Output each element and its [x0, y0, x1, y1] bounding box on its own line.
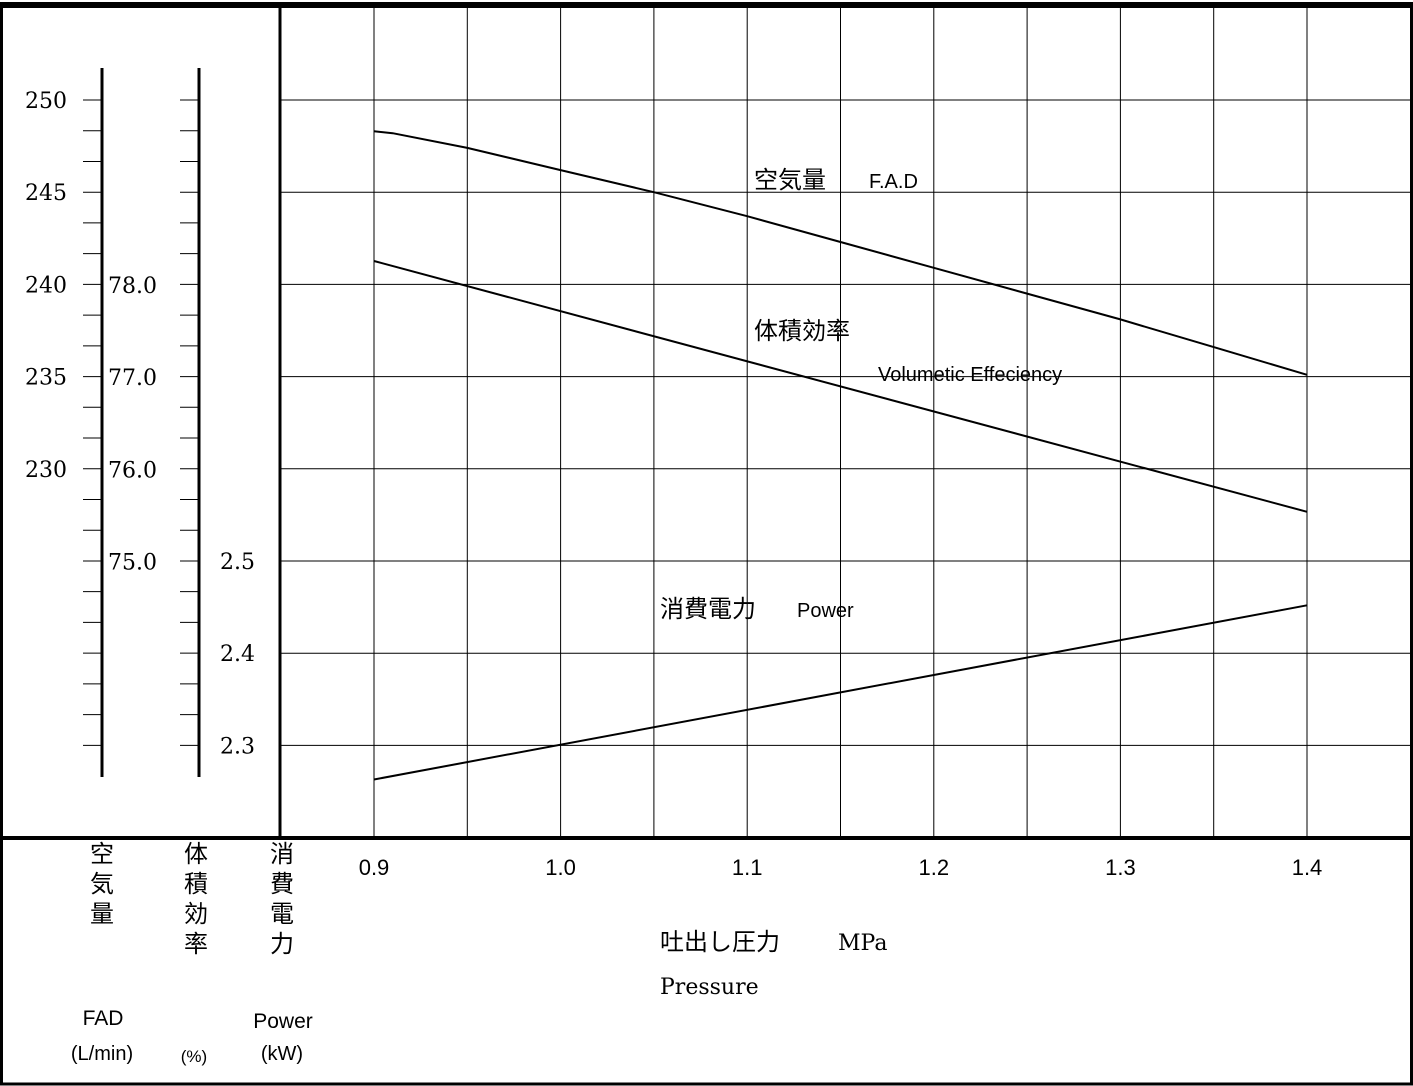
power-axis-caption: 消費電力 — [270, 840, 294, 958]
x-axis-label-en: Pressure — [660, 975, 759, 1000]
power-axis-caption-char: 消 — [270, 840, 294, 868]
vol-eff-tick-label: 78.0 — [108, 274, 157, 299]
power-axis-caption-char: 費 — [270, 870, 294, 898]
x-tick-label: 0.9 — [359, 855, 390, 880]
vol-eff-axis-unit: (%) — [181, 1047, 207, 1066]
power-tick-label: 2.3 — [220, 734, 255, 759]
vol-eff-axis-caption-char: 積 — [184, 870, 208, 898]
fad-series-label-en: F.A.D — [869, 171, 918, 193]
vol-eff-series-label-en: Volumetic Effeciency — [878, 364, 1062, 386]
fad-tick-label: 240 — [25, 273, 67, 298]
vol-eff-axis-caption: 体積効率 — [184, 840, 208, 958]
x-tick-labels: 0.9 1.0 1.1 1.2 1.3 1.4 — [359, 855, 1323, 880]
fad-tick-label: 250 — [25, 89, 67, 114]
power-line — [373, 604, 1308, 781]
vol-eff-axis-caption-char: 体 — [184, 840, 208, 868]
x-axis-label-jp: 吐出し圧力 — [660, 928, 780, 956]
fad-axis-unit: (L/min) — [71, 1043, 133, 1065]
y-axis-scales: 250 245 240 235 230 78.0 77.0 76.0 75.0 2.5 2.4 2.3 — [25, 68, 255, 777]
fad-line — [373, 130, 1308, 376]
vol-eff-tick-label: 76.0 — [108, 458, 157, 483]
power-series-label-jp: 消費電力 — [660, 595, 756, 623]
fad-series-label-jp: 空気量 — [754, 166, 826, 194]
vol-eff-line — [373, 260, 1308, 513]
vol-eff-axis-caption-char: 率 — [184, 930, 208, 958]
grid-lines — [280, 8, 1413, 838]
fad-axis-caption-char: 空 — [90, 840, 114, 868]
power-axis-label-en: Power — [253, 1010, 313, 1033]
vol-eff-series-label-jp: 体積効率 — [754, 317, 850, 345]
vol-eff-tick-label: 75.0 — [108, 551, 157, 576]
power-axis-unit: (kW) — [261, 1043, 303, 1065]
x-tick-label: 1.4 — [1292, 855, 1323, 880]
fad-tick-label: 235 — [25, 366, 67, 391]
vol-eff-tick-label: 77.0 — [108, 366, 157, 391]
fad-axis-label-en: FAD — [83, 1007, 124, 1030]
power-axis-caption-char: 電 — [270, 900, 294, 928]
x-axis-unit: MPa — [838, 931, 887, 956]
power-axis-caption-char: 力 — [270, 930, 294, 958]
power-tick-label: 2.5 — [220, 550, 255, 575]
fad-axis-caption-char: 気 — [90, 870, 114, 898]
x-tick-label: 1.0 — [545, 855, 576, 880]
power-tick-label: 2.4 — [220, 642, 255, 667]
x-tick-label: 1.1 — [732, 855, 763, 880]
fad-tick-label: 245 — [25, 181, 67, 206]
power-series-label-en: Power — [797, 600, 854, 622]
fad-tick-label: 230 — [25, 458, 67, 483]
x-tick-label: 1.3 — [1105, 855, 1136, 880]
fad-axis-caption-char: 量 — [90, 900, 114, 928]
series-lines — [373, 130, 1308, 781]
fad-axis-caption: 空気量 — [90, 840, 114, 928]
vol-eff-axis-caption-char: 効 — [184, 900, 208, 928]
x-tick-label: 1.2 — [919, 855, 950, 880]
